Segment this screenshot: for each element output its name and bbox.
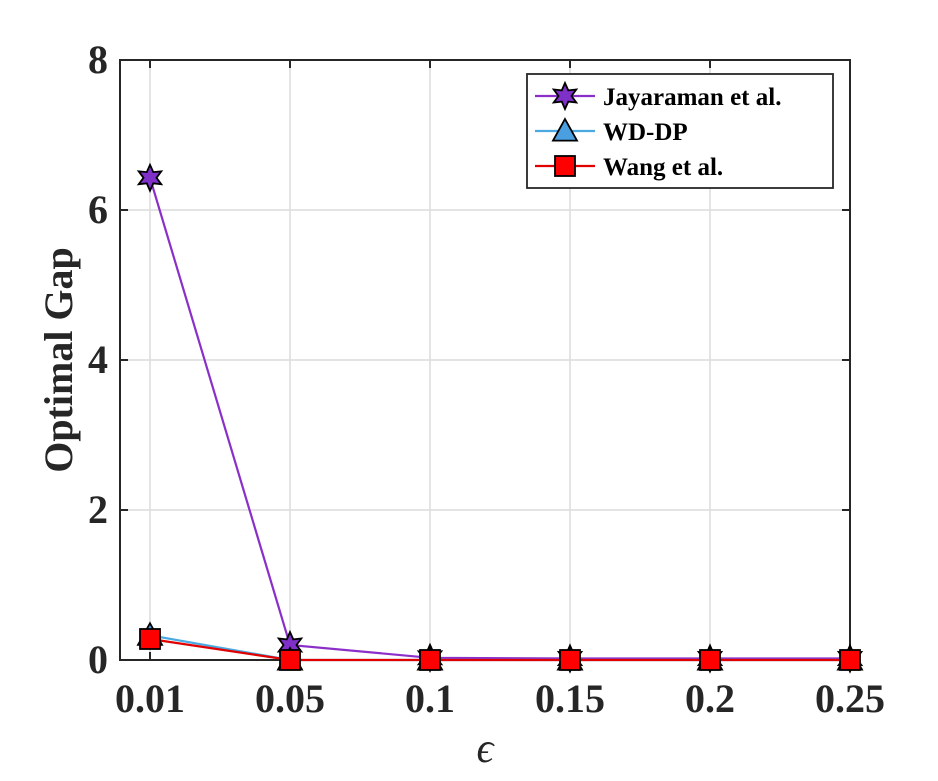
series-lines — [148, 177, 850, 662]
legend-marker — [551, 80, 579, 112]
y-tick-label: 6 — [88, 187, 108, 232]
legend: Jayaraman et al. WD-DP Wang et al. — [526, 73, 834, 189]
data-point-wang-et-al — [559, 649, 581, 671]
legend-marker — [554, 155, 576, 177]
legend-marker — [551, 117, 579, 142]
y-axis-title: Optimal Gap — [36, 247, 81, 473]
series-line-jayaraman-et-al — [148, 177, 850, 660]
legend-label: Jayaraman et al. — [603, 84, 781, 111]
data-point-wang-et-al — [139, 628, 161, 650]
series-markers — [136, 162, 864, 674]
series-line-wang-et-al — [149, 637, 850, 662]
x-tick-label: 0.1 — [405, 676, 455, 721]
y-tick-label: 4 — [88, 337, 108, 382]
y-tick-label: 2 — [88, 487, 108, 532]
legend-label: WD-DP — [603, 119, 688, 146]
x-tick-label: 0.25 — [815, 676, 885, 721]
data-point-wang-et-al — [699, 649, 721, 671]
data-point-wang-et-al — [419, 649, 441, 671]
series-line-wd-dp — [149, 634, 850, 662]
y-tick-label: 8 — [88, 37, 108, 82]
tick-labels: 0.01 0.05 0.1 0.15 0.2 0.25 0 2 4 6 8 — [88, 37, 885, 721]
x-tick-label: 0.01 — [115, 676, 185, 721]
y-tick-label: 0 — [88, 637, 108, 682]
x-tick-label: 0.2 — [685, 676, 735, 721]
data-point-wang-et-al — [839, 649, 861, 671]
x-axis-title: ϵ — [477, 726, 496, 772]
legend-label: Wang et al. — [603, 154, 723, 181]
x-tick-label: 0.15 — [535, 676, 605, 721]
x-tick-label: 0.05 — [255, 676, 325, 721]
data-point-wang-et-al — [279, 649, 301, 671]
data-point-jayaraman-et-al — [136, 162, 164, 194]
